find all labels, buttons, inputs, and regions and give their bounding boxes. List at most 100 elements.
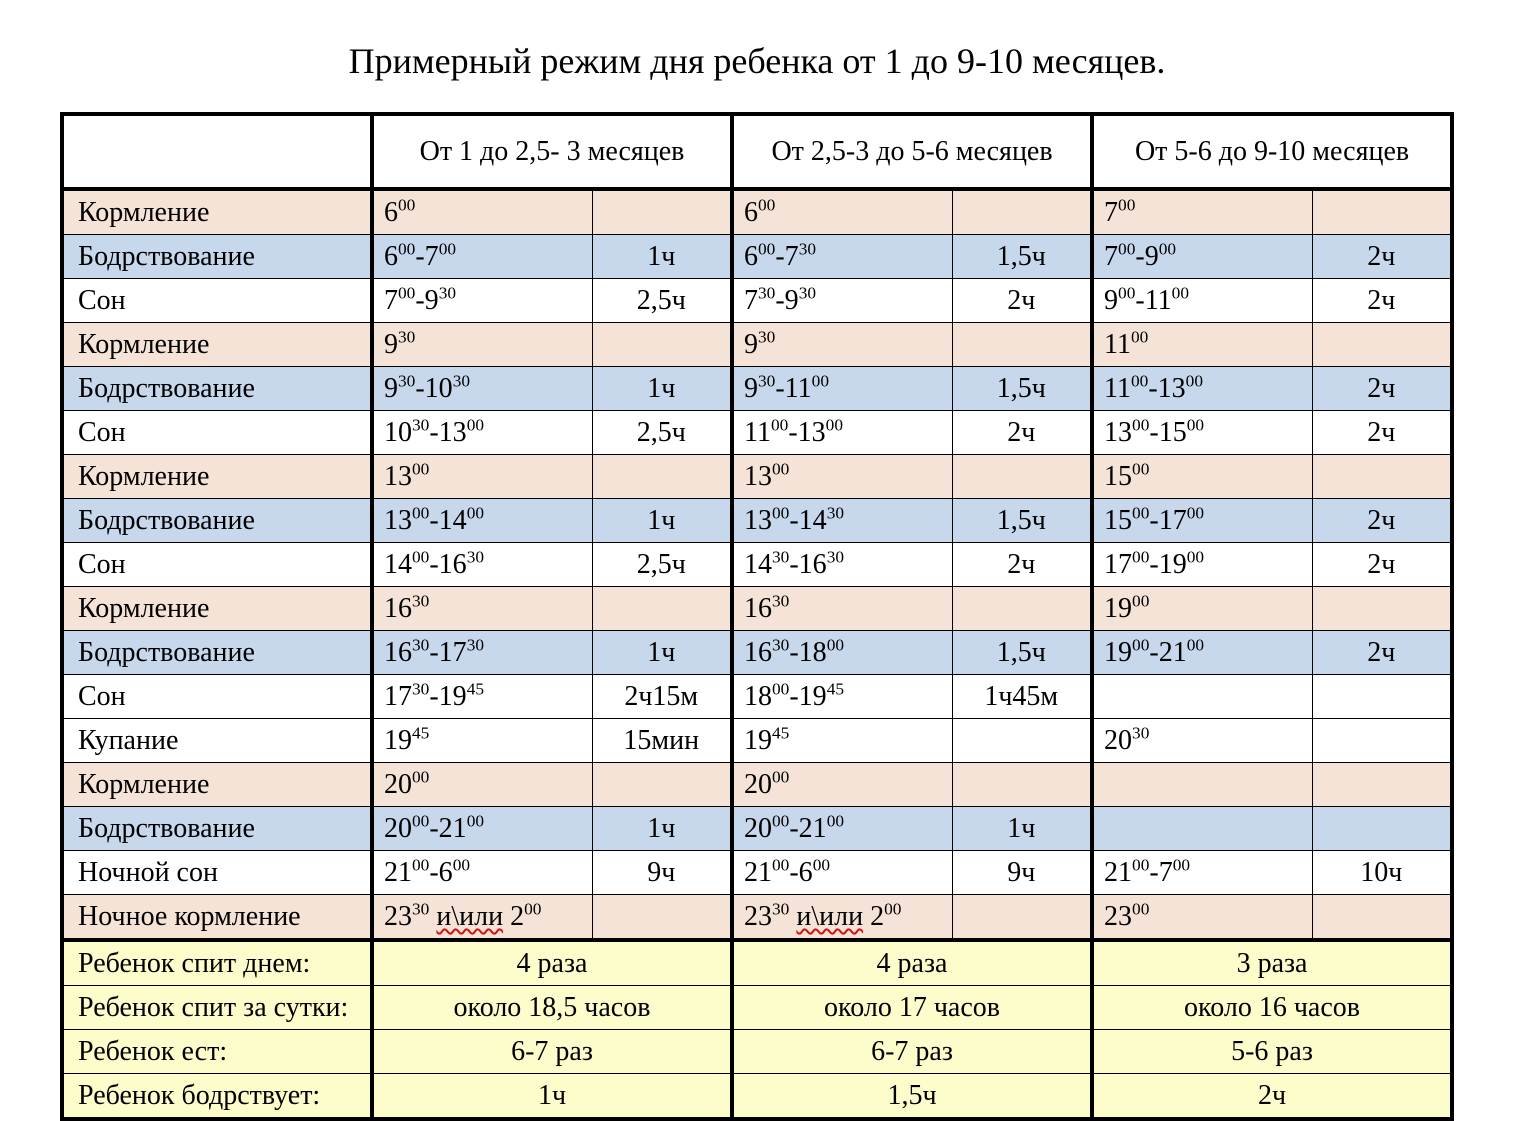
cell-duration: 2ч: [1312, 499, 1452, 543]
table-row: Ночной сон2100-6009ч2100-6009ч2100-70010…: [62, 851, 1452, 895]
table-body: Кормление600600700Бодрствование600-7001ч…: [62, 189, 1452, 1119]
table-row: Кормление9309301100: [62, 323, 1452, 367]
cell-time: 1630: [372, 587, 592, 631]
cell-time: 700-900: [1092, 235, 1312, 279]
cell-time: 1500: [1092, 455, 1312, 499]
cell-time: 930: [372, 323, 592, 367]
summary-value: около 16 часов: [1092, 986, 1452, 1030]
row-label: Бодрствование: [62, 235, 372, 279]
cell-time: 600: [732, 189, 952, 235]
table-row: Кормление163016301900: [62, 587, 1452, 631]
cell-duration: 1ч: [592, 367, 732, 411]
schedule-table: От 1 до 2,5- 3 месяцев От 2,5-3 до 5-6 м…: [60, 112, 1454, 1121]
table-row: Кормление20002000: [62, 763, 1452, 807]
table-row: Купание194515мин19452030: [62, 719, 1452, 763]
summary-value: 3 раза: [1092, 940, 1452, 986]
row-label: Кормление: [62, 323, 372, 367]
cell-duration: [1312, 807, 1452, 851]
cell-time: 1700-1900: [1092, 543, 1312, 587]
cell-time: 600-700: [372, 235, 592, 279]
cell-duration: 9ч: [952, 851, 1092, 895]
row-label: Кормление: [62, 455, 372, 499]
cell-duration: [592, 323, 732, 367]
cell-time: 2100-700: [1092, 851, 1312, 895]
cell-duration: 1,5ч: [952, 499, 1092, 543]
cell-time: [1092, 675, 1312, 719]
cell-time: 1400-1630: [372, 543, 592, 587]
cell-duration: 1ч: [592, 499, 732, 543]
cell-time: 930: [732, 323, 952, 367]
summary-value: около 17 часов: [732, 986, 1092, 1030]
cell-time: 1630-1730: [372, 631, 592, 675]
cell-duration: [952, 719, 1092, 763]
table-row: Сон700-9302,5ч730-9302ч900-11002ч: [62, 279, 1452, 323]
summary-value: 5-6 раз: [1092, 1030, 1452, 1074]
cell-duration: 1ч: [592, 631, 732, 675]
cell-time: 2330 и\или 200: [732, 895, 952, 941]
summary-value: 4 раза: [732, 940, 1092, 986]
cell-time: [1092, 807, 1312, 851]
cell-time: 1300-1400: [372, 499, 592, 543]
cell-duration: 2ч: [1312, 235, 1452, 279]
cell-duration: 2ч: [1312, 543, 1452, 587]
cell-time: 1430-1630: [732, 543, 952, 587]
summary-value: 6-7 раз: [372, 1030, 732, 1074]
summary-label: Ребенок спит днем:: [62, 940, 372, 986]
row-label: Бодрствование: [62, 807, 372, 851]
cell-time: 1100-1300: [1092, 367, 1312, 411]
summary-row: Ребенок бодрствует:1ч1,5ч2ч: [62, 1074, 1452, 1120]
row-label: Купание: [62, 719, 372, 763]
cell-duration: 2ч: [1312, 411, 1452, 455]
summary-value: 4 раза: [372, 940, 732, 986]
row-label: Кормление: [62, 587, 372, 631]
table-header-row: От 1 до 2,5- 3 месяцев От 2,5-3 до 5-6 м…: [62, 114, 1452, 189]
cell-duration: 1ч: [952, 807, 1092, 851]
cell-duration: [1312, 189, 1452, 235]
cell-duration: [1312, 763, 1452, 807]
cell-duration: [1312, 587, 1452, 631]
summary-value: около 18,5 часов: [372, 986, 732, 1030]
cell-time: 2330 и\или 200: [372, 895, 592, 941]
summary-row: Ребенок спит днем:4 раза4 раза3 раза: [62, 940, 1452, 986]
cell-time: 1900-2100: [1092, 631, 1312, 675]
cell-time: 930-1100: [732, 367, 952, 411]
cell-duration: 2ч15м: [592, 675, 732, 719]
cell-time: 600-730: [732, 235, 952, 279]
cell-time: 700: [1092, 189, 1312, 235]
cell-duration: 1,5ч: [952, 235, 1092, 279]
cell-time: 2030: [1092, 719, 1312, 763]
cell-duration: [592, 763, 732, 807]
row-label: Сон: [62, 675, 372, 719]
cell-time: 930-1030: [372, 367, 592, 411]
header-col1: От 1 до 2,5- 3 месяцев: [372, 114, 732, 189]
table-row: Кормление600600700: [62, 189, 1452, 235]
summary-value: 6-7 раз: [732, 1030, 1092, 1074]
cell-duration: [592, 587, 732, 631]
cell-time: 2000-2100: [732, 807, 952, 851]
table-row: Бодрствование600-7001ч600-7301,5ч700-900…: [62, 235, 1452, 279]
cell-time: 2100-600: [372, 851, 592, 895]
cell-duration: [952, 323, 1092, 367]
cell-time: 1900: [1092, 587, 1312, 631]
cell-time: 1300: [372, 455, 592, 499]
cell-duration: 2,5ч: [592, 279, 732, 323]
row-label: Бодрствование: [62, 631, 372, 675]
cell-duration: 9ч: [592, 851, 732, 895]
summary-label: Ребенок ест:: [62, 1030, 372, 1074]
table-row: Кормление130013001500: [62, 455, 1452, 499]
cell-duration: [952, 587, 1092, 631]
summary-row: Ребенок спит за сутки:около 18,5 часовок…: [62, 986, 1452, 1030]
page-title: Примерный режим дня ребенка от 1 до 9-10…: [60, 40, 1454, 82]
cell-duration: [592, 895, 732, 941]
cell-duration: 1ч45м: [952, 675, 1092, 719]
summary-value: 1ч: [372, 1074, 732, 1120]
cell-duration: 1,5ч: [952, 631, 1092, 675]
cell-duration: [952, 895, 1092, 941]
cell-duration: 2ч: [952, 543, 1092, 587]
table-row: Сон1400-16302,5ч1430-16302ч1700-19002ч: [62, 543, 1452, 587]
cell-time: 1030-1300: [372, 411, 592, 455]
row-label: Сон: [62, 411, 372, 455]
cell-duration: 2ч: [952, 411, 1092, 455]
cell-time: 1500-1700: [1092, 499, 1312, 543]
header-col2: От 2,5-3 до 5-6 месяцев: [732, 114, 1092, 189]
